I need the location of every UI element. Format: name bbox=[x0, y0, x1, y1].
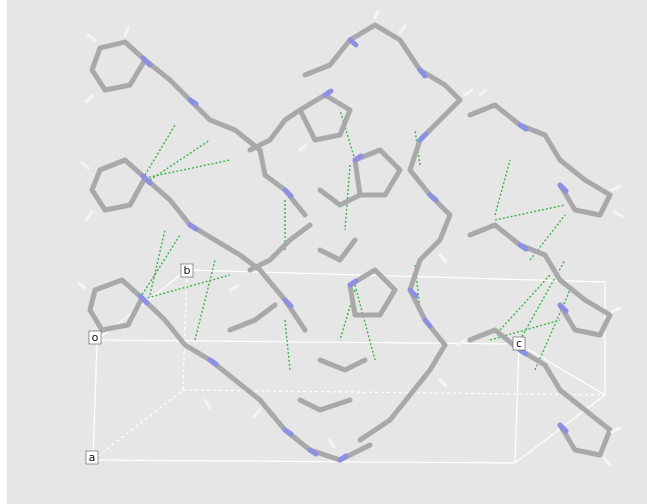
axis-label-a: a bbox=[89, 451, 96, 464]
axis-label-b: b bbox=[184, 264, 191, 277]
page: b o c a (() => { const data = JSON.parse… bbox=[0, 0, 647, 504]
structure-view: b o c a bbox=[0, 0, 647, 504]
axis-label-origin: o bbox=[92, 331, 99, 344]
axis-label-c: c bbox=[516, 337, 522, 350]
